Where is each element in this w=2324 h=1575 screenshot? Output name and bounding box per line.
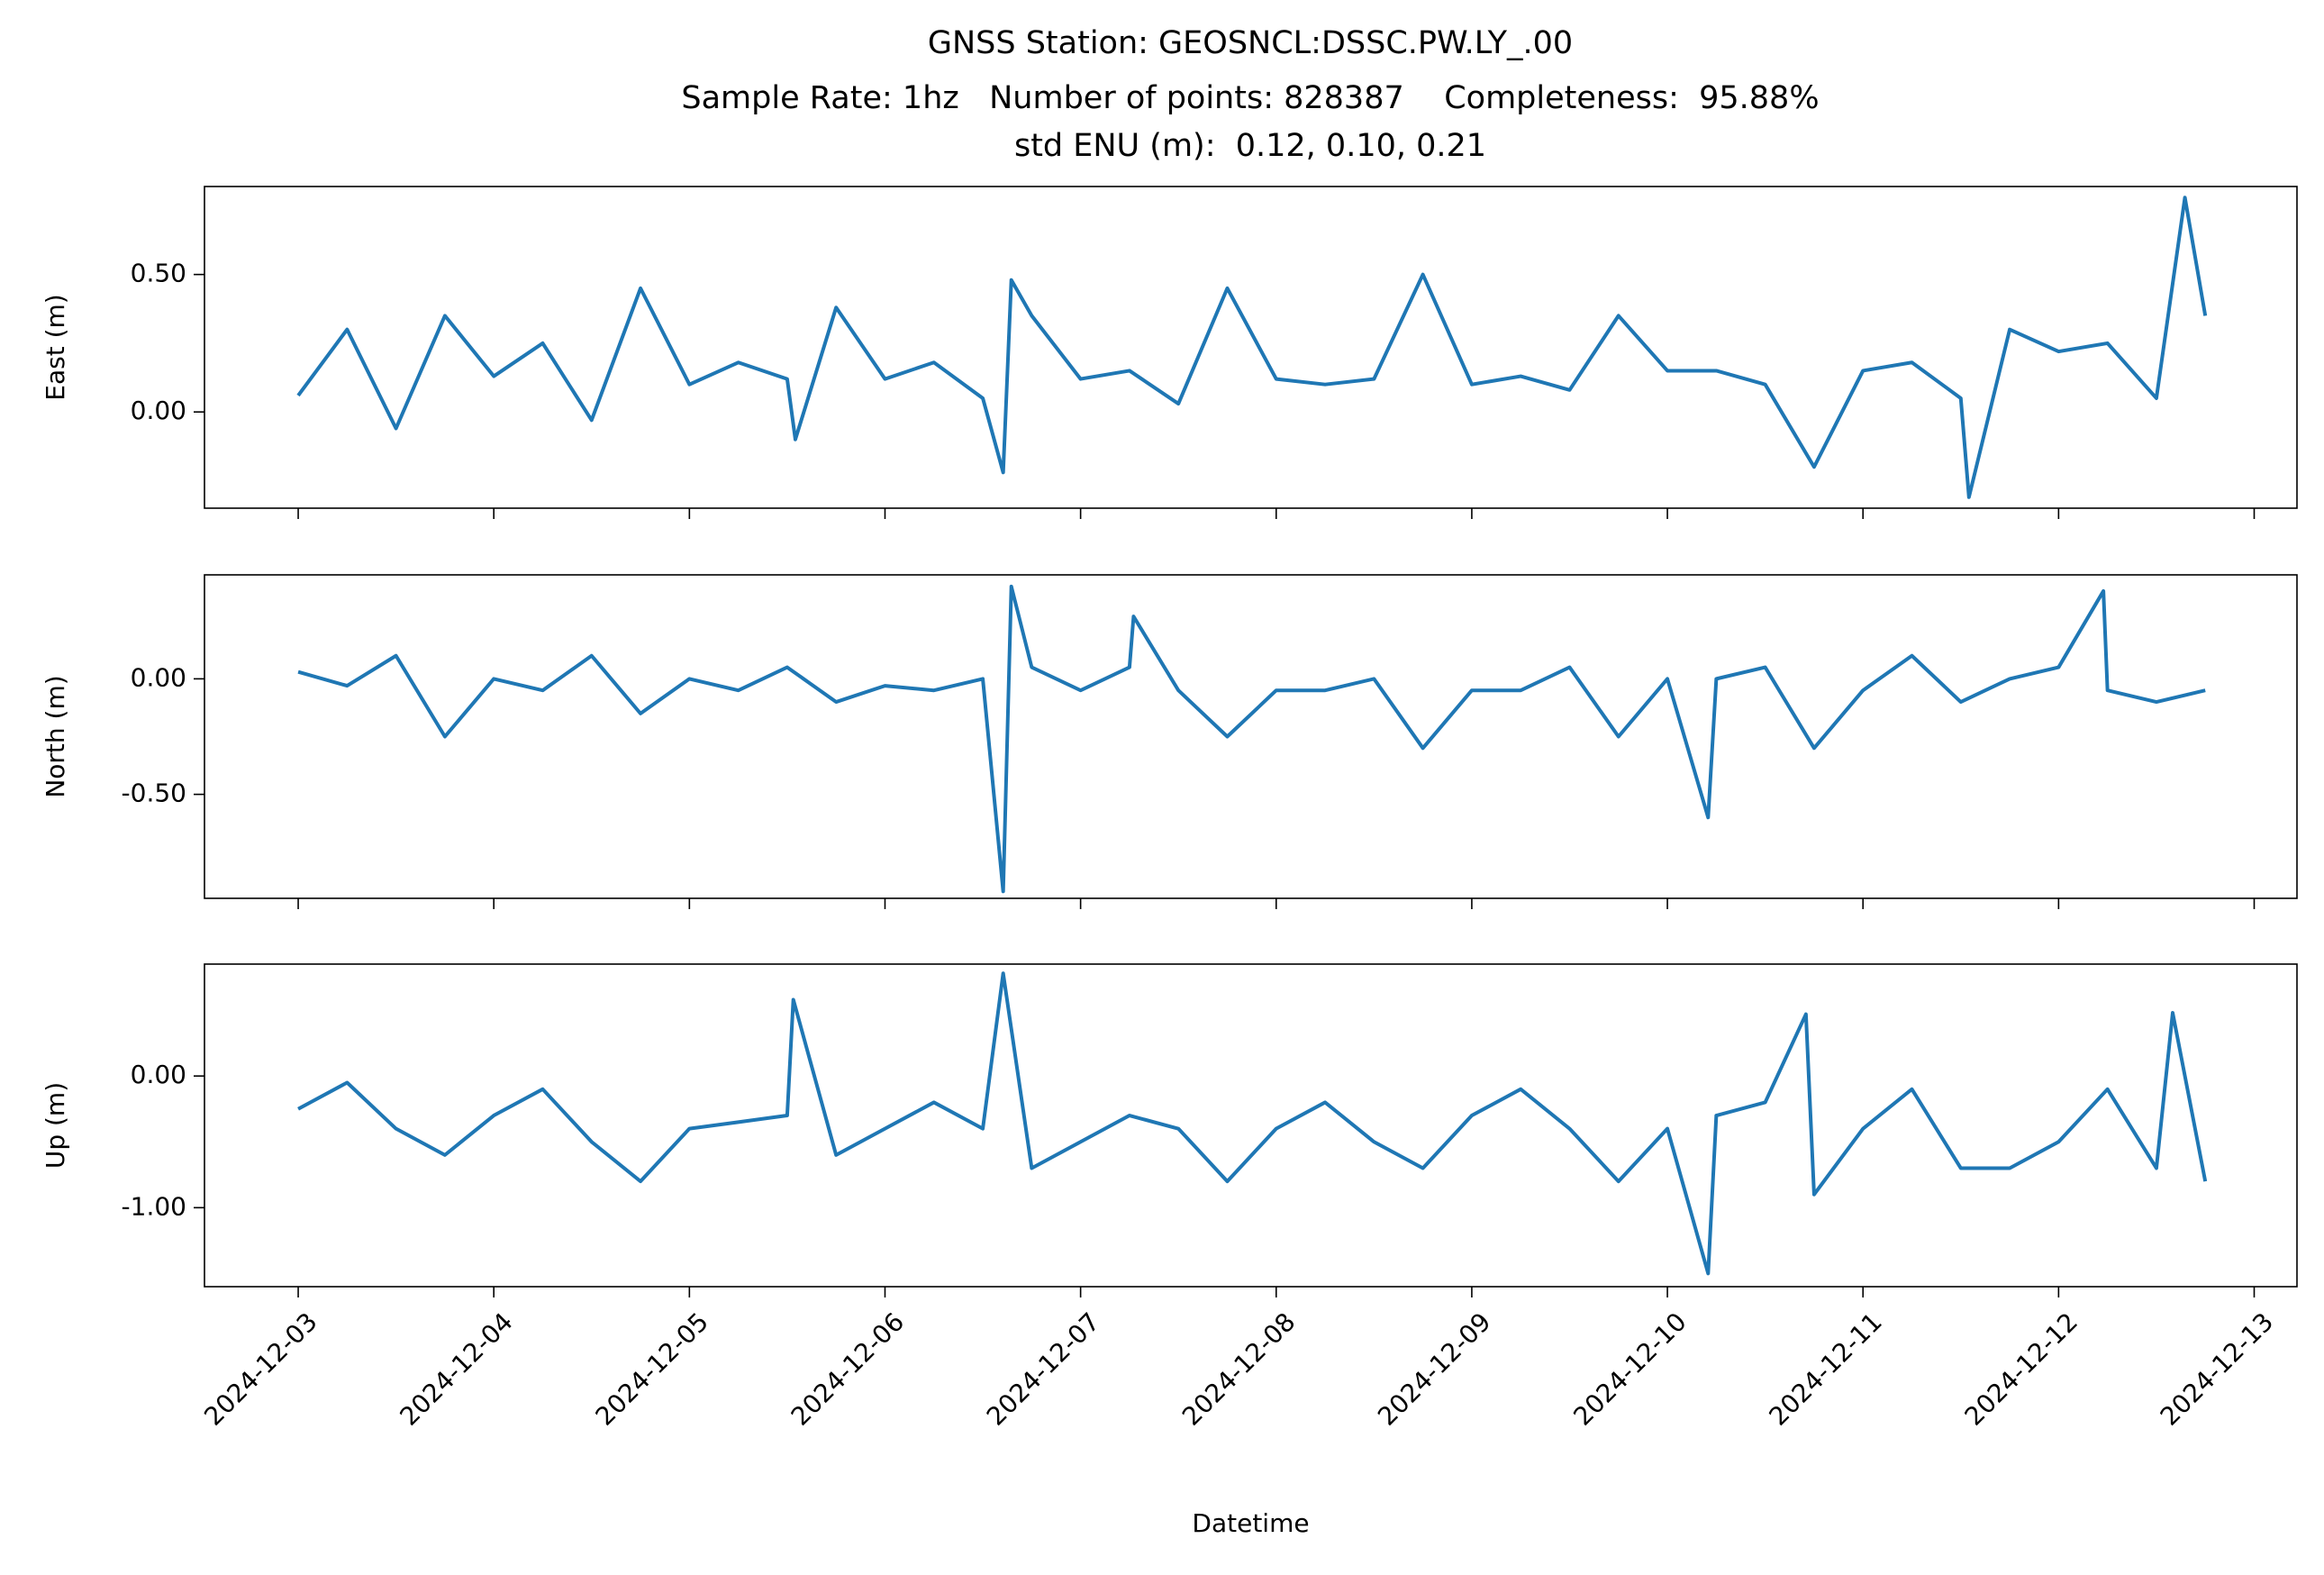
x-tick-label: 2024-12-12 xyxy=(1959,1306,2083,1431)
y-tick-label: -1.00 xyxy=(122,1191,186,1221)
data-line xyxy=(296,196,2208,499)
x-tick-label: 2024-12-06 xyxy=(785,1306,910,1431)
x-tick-label: 2024-12-08 xyxy=(1176,1306,1301,1431)
y-axis-label: East (m) xyxy=(41,294,70,400)
axes-frame xyxy=(204,186,2298,509)
y-tick-label: 0.00 xyxy=(131,396,186,425)
title-line: GNSS Station: GEOSNCL:DSSC.PW.LY_.00 xyxy=(928,25,1573,61)
title-line: std ENU (m): 0.12, 0.10, 0.21 xyxy=(1014,128,1486,164)
x-tick-label: 2024-12-04 xyxy=(394,1306,518,1431)
x-tick-label: 2024-12-11 xyxy=(1763,1306,1887,1431)
x-tick-label: 2024-12-03 xyxy=(198,1306,322,1431)
y-tick-label: -0.50 xyxy=(122,778,186,808)
title-line: Sample Rate: 1hz Number of points: 82838… xyxy=(681,80,1819,116)
axes-frame xyxy=(204,574,2298,899)
y-axis-label: Up (m) xyxy=(41,1082,70,1169)
x-tick-label: 2024-12-09 xyxy=(1372,1306,1496,1431)
x-axis-label: Datetime xyxy=(1192,1508,1309,1538)
axes-frame xyxy=(204,963,2298,1288)
data-line xyxy=(297,584,2206,894)
y-tick-label: 0.00 xyxy=(131,1060,186,1089)
x-tick-label: 2024-12-10 xyxy=(1567,1306,1692,1431)
data-line xyxy=(297,971,2208,1276)
x-tick-label: 2024-12-13 xyxy=(2155,1306,2279,1431)
y-tick-label: 0.00 xyxy=(131,662,186,692)
x-tick-label: 2024-12-05 xyxy=(590,1306,714,1431)
x-tick-label: 2024-12-07 xyxy=(981,1306,1105,1431)
y-axis-label: North (m) xyxy=(41,675,70,797)
y-tick-label: 0.50 xyxy=(131,259,186,288)
